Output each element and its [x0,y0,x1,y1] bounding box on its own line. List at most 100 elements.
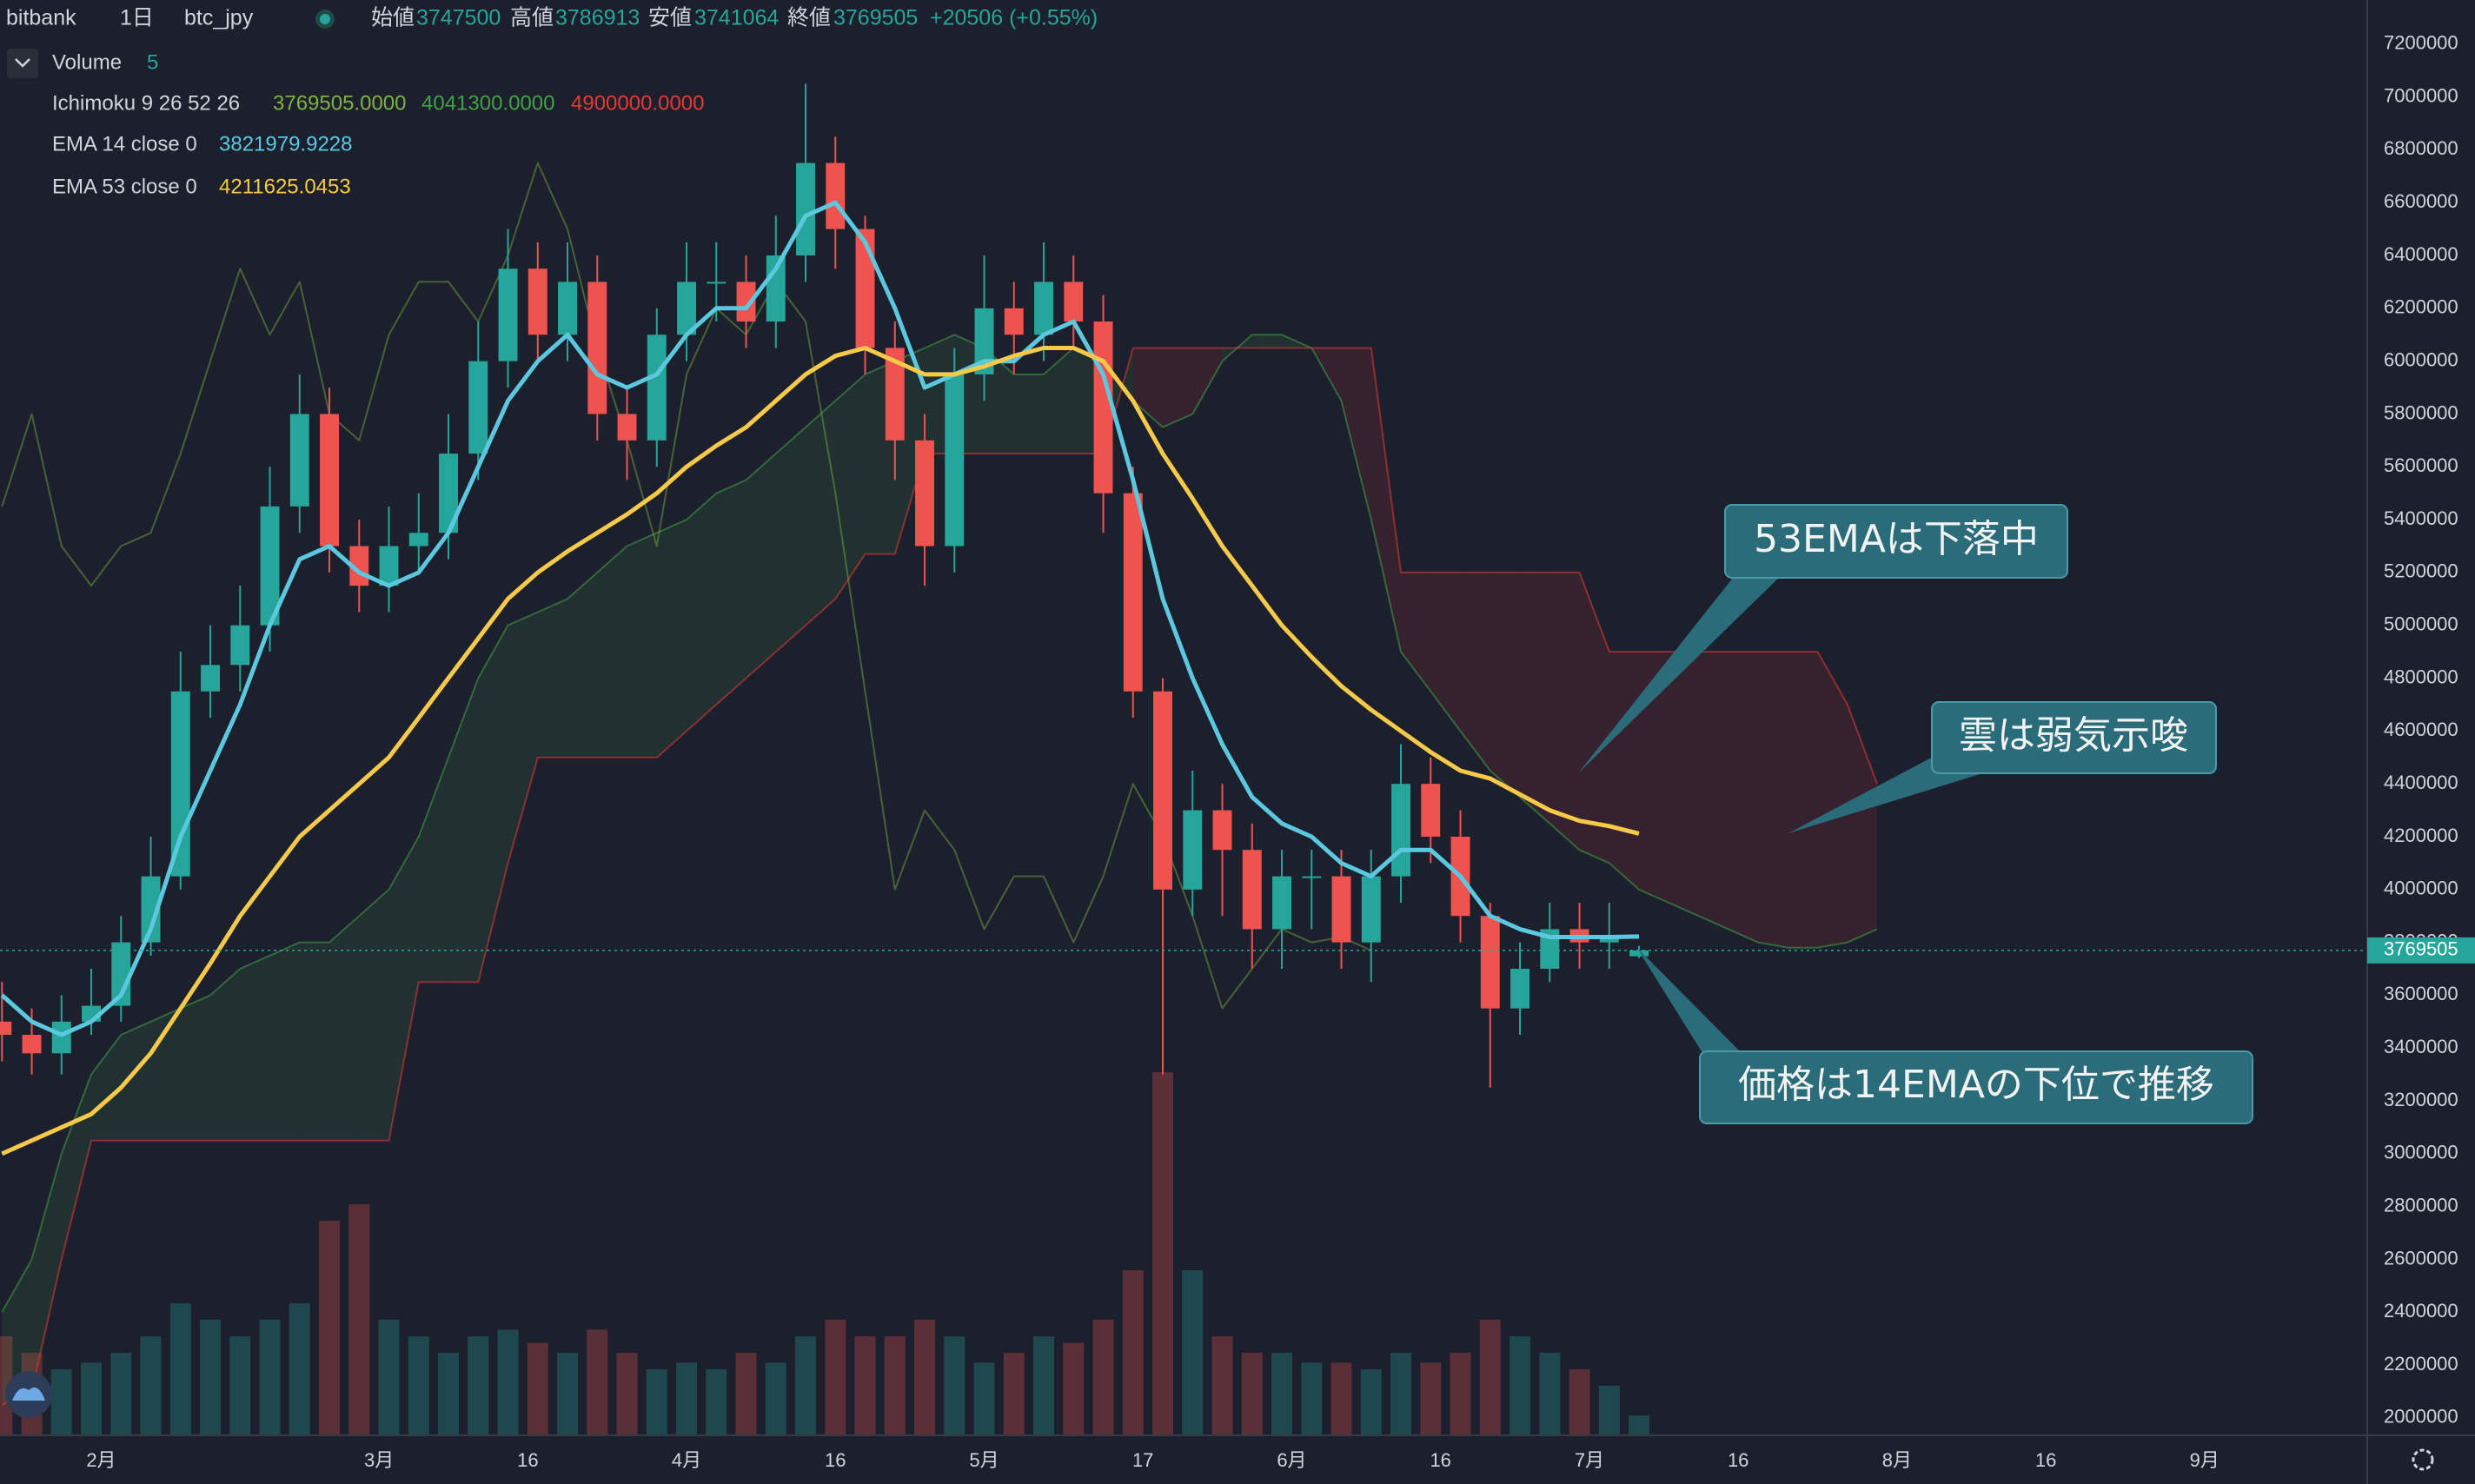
cloud-fill [746,454,776,679]
y-tick-label: 2200000 [2384,1353,2458,1375]
cloud-fill [656,520,687,758]
volume-bar [1539,1353,1561,1435]
ema-line [0,200,1640,1037]
volume-bar [1033,1336,1055,1435]
volume-bar [1063,1342,1085,1435]
volume-bar [1420,1362,1442,1435]
logo-shape [12,1387,45,1401]
y-tick-label: 2400000 [2384,1300,2458,1322]
volume-layer [0,1072,1650,1435]
volume-bar [289,1303,310,1435]
ema-line [1,346,1640,1156]
x-tick-label: 16 [2035,1449,2056,1471]
y-tick-label: 5400000 [2384,507,2458,529]
y-tick-label: 3000000 [2384,1142,2458,1163]
cloud-fill [359,889,389,1141]
volume-bar [557,1353,579,1435]
volume-bar [1003,1353,1025,1435]
cloud-fill [1817,652,1848,948]
cloud-fill [269,942,300,1141]
volume-bar [1360,1369,1382,1435]
candle-body [1272,876,1291,930]
cloud-fill [597,546,627,758]
candle-layer [0,83,1649,1088]
legend-value: 4211625.0453 [219,175,351,198]
status-dot [320,14,330,24]
cloud-fill [1370,348,1402,653]
cloud-fill [418,757,449,983]
cloud-fill [1341,348,1371,520]
candle-body [230,625,250,666]
cloud-fill [180,995,211,1141]
volume-bar [825,1320,846,1435]
volume-bar [1330,1362,1352,1435]
cloud-fill [1788,652,1818,948]
volume-bar [200,1320,222,1435]
cloud-fill [835,374,866,600]
candle-body [1510,969,1529,1009]
x-tick-label: 16 [1430,1449,1450,1471]
legend-value: 3821979.9228 [219,132,353,156]
volume-bar [81,1362,103,1435]
legend-entry: EMA 53 close 0 [52,175,197,198]
span-b-line [1,347,1878,1406]
candle-body [736,282,756,322]
y-tick-label: 7200000 [2384,32,2458,54]
y-tick-label: 6000000 [2384,348,2458,370]
cloud-fill [1520,572,1550,824]
candle-body [587,282,607,414]
x-tick-label: 16 [1728,1449,1748,1471]
candle-body [201,665,220,692]
callout-box [1724,504,2068,579]
volume-bar [1450,1353,1471,1435]
candle-body [1153,691,1172,890]
candle-body [1212,810,1232,851]
volume-bar [110,1353,132,1435]
cloud-fill [210,969,241,1141]
volume-bar [1152,1072,1174,1435]
cloud-fill [1044,348,1074,454]
callout: 雲は弱気示唆 [1788,701,2217,833]
volume-bar [676,1362,698,1435]
volume-bar [1211,1336,1233,1435]
candle-body [796,162,815,256]
candle-body [1123,493,1143,692]
candle-body [1093,321,1113,494]
volume-bar [468,1336,489,1435]
cloud-fill [478,625,508,983]
candle-body [320,414,339,547]
ohlc-value: 3769505 [833,6,918,30]
legend-entry: EMA 14 close 0 [52,132,197,156]
candle-body [1064,282,1084,322]
volume-legend: Volume [52,50,122,74]
volume-bar [914,1320,936,1435]
cloud-fill [687,493,717,732]
cloud-fill [627,533,657,758]
ohlc-value: 3747500 [416,6,501,30]
y-tick-label: 5200000 [2384,560,2458,582]
volume-bar [1390,1353,1412,1435]
volume-bar [884,1336,906,1435]
volume-bar [765,1362,786,1435]
volume-bar [616,1353,638,1435]
cloud-fill [1013,374,1045,454]
candle-body [1331,876,1351,943]
y-tick-label: 2800000 [2384,1194,2458,1216]
y-tick-label: 3200000 [2384,1089,2458,1110]
settings-icon[interactable] [2412,1448,2434,1471]
cloud-fill [1163,348,1193,427]
candle-body [22,1035,42,1054]
cloud-fill [1579,572,1609,864]
cloud-fill [1430,572,1461,732]
candle-body [439,454,458,533]
volume-bar [1479,1320,1501,1435]
ema-layer [0,200,2367,1156]
cloud-fill [1639,652,1669,903]
candle-body [1242,850,1262,930]
ohlc-label: 安値 [648,6,692,30]
volume-bar [944,1336,965,1435]
cloud-fill [1609,652,1640,890]
collapse-button[interactable] [7,49,38,78]
callout-text: 53EMAは下落中 [1754,517,2039,561]
price-tag-label: 3769505 [2384,938,2458,960]
